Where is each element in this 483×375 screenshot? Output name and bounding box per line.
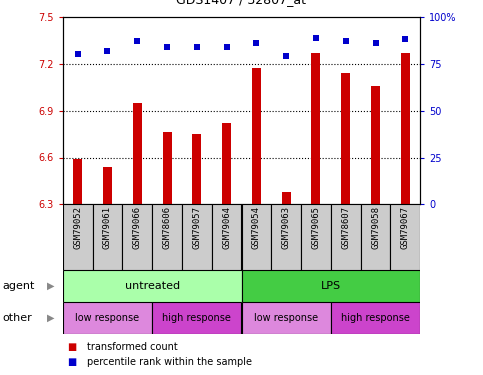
Point [253, 40, 260, 46]
Bar [401, 53, 410, 204]
Point [223, 44, 230, 50]
Point [133, 38, 141, 44]
Bar [312, 53, 320, 204]
Bar [222, 123, 231, 204]
Point [342, 38, 350, 44]
Bar [331, 302, 420, 334]
Bar [103, 167, 112, 204]
Bar [163, 132, 171, 204]
Text: GSM79054: GSM79054 [252, 206, 261, 249]
Point [372, 40, 380, 46]
Text: GSM79066: GSM79066 [133, 206, 142, 249]
Text: ▶: ▶ [47, 281, 55, 291]
Bar [152, 204, 182, 270]
Bar [182, 204, 212, 270]
Text: other: other [2, 313, 32, 323]
Bar [63, 302, 152, 334]
Text: ■: ■ [68, 357, 77, 367]
Bar [152, 302, 242, 334]
Text: low response: low response [254, 313, 318, 323]
Bar [122, 204, 152, 270]
Bar [242, 302, 331, 334]
Point [104, 48, 112, 54]
Bar [242, 204, 271, 270]
Text: agent: agent [2, 281, 35, 291]
Bar [192, 134, 201, 204]
Text: GSM79065: GSM79065 [312, 206, 320, 249]
Text: GSM78606: GSM78606 [163, 206, 171, 249]
Point [163, 44, 171, 50]
Bar [341, 73, 350, 204]
Text: percentile rank within the sample: percentile rank within the sample [87, 357, 252, 367]
Bar [63, 204, 93, 270]
Text: GSM79058: GSM79058 [371, 206, 380, 249]
Text: GDS1407 / 32807_at: GDS1407 / 32807_at [176, 0, 307, 6]
Bar [331, 204, 361, 270]
Text: GSM79052: GSM79052 [73, 206, 82, 249]
Text: LPS: LPS [321, 281, 341, 291]
Bar [361, 204, 390, 270]
Point [312, 34, 320, 40]
Bar [73, 159, 82, 204]
Point [193, 44, 201, 50]
Bar [301, 204, 331, 270]
Point [74, 51, 82, 57]
Bar [242, 270, 420, 302]
Bar [133, 103, 142, 204]
Bar [390, 204, 420, 270]
Text: high response: high response [341, 313, 410, 323]
Point [401, 36, 409, 42]
Text: GSM79057: GSM79057 [192, 206, 201, 249]
Text: GSM79067: GSM79067 [401, 206, 410, 249]
Point [282, 53, 290, 59]
Text: transformed count: transformed count [87, 342, 178, 352]
Text: ■: ■ [68, 342, 77, 352]
Bar [212, 204, 242, 270]
Text: ▶: ▶ [47, 313, 55, 323]
Bar [252, 68, 261, 204]
Bar [93, 204, 122, 270]
Bar [63, 270, 242, 302]
Text: GSM79063: GSM79063 [282, 206, 291, 249]
Text: low response: low response [75, 313, 140, 323]
Bar [371, 86, 380, 204]
Text: GSM79061: GSM79061 [103, 206, 112, 249]
Text: untreated: untreated [125, 281, 180, 291]
Text: GSM79064: GSM79064 [222, 206, 231, 249]
Text: GSM78607: GSM78607 [341, 206, 350, 249]
Bar [282, 192, 291, 204]
Text: high response: high response [162, 313, 231, 323]
Bar [271, 204, 301, 270]
